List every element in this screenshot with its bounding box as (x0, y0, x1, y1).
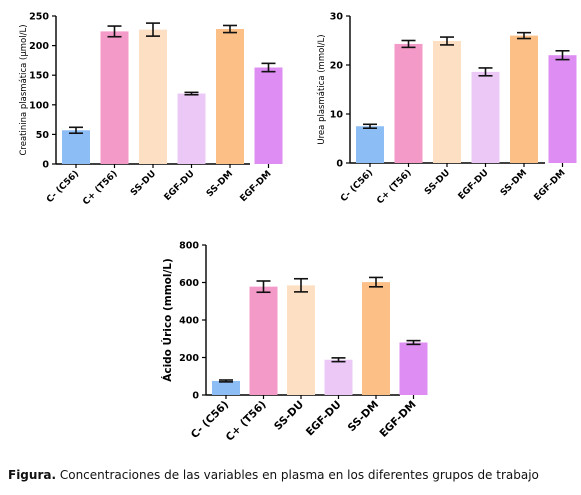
bar (249, 286, 278, 395)
bar (324, 359, 353, 395)
x-tick-label: C+ (T56) (375, 168, 413, 206)
y-tick-label: 150 (29, 71, 49, 82)
bar (62, 130, 90, 164)
y-tick-label: 0 (336, 159, 343, 170)
error-bar (517, 31, 531, 40)
error-bar (401, 39, 416, 49)
bar (100, 31, 129, 165)
x-tick-label: SS-DU (423, 168, 452, 197)
error-bar (184, 91, 199, 96)
x-tick-label: SS-DM (346, 399, 381, 434)
error-bar (406, 339, 421, 346)
x-tick-label: EGF-DU (163, 169, 197, 203)
bar (139, 29, 167, 165)
x-tick-label: SS-DM (499, 168, 529, 198)
error-bar (219, 379, 233, 383)
y-axis-label: Ácido Úrico (mmol/L) (161, 258, 174, 382)
x-tick-label: C- (C56) (339, 168, 375, 204)
y-tick-label: 10 (330, 110, 344, 121)
y-tick-label: 100 (29, 100, 49, 111)
bar (548, 55, 577, 164)
x-tick-label: EGF-DM (377, 399, 418, 440)
x-tick-label: SS-DU (272, 399, 306, 433)
error-bar (146, 22, 160, 37)
error-bar (261, 62, 276, 73)
y-tick-label: 800 (179, 241, 199, 252)
y-tick-label: 0 (192, 391, 199, 402)
y-tick-label: 250 (29, 12, 49, 23)
bar (433, 40, 461, 163)
bar (356, 126, 384, 163)
y-tick-label: 30 (330, 12, 344, 23)
figure-caption: Figura. Concentraciones de las variables… (8, 468, 578, 482)
y-tick-label: 400 (179, 316, 199, 327)
error-bar (363, 123, 377, 130)
y-tick-label: 50 (36, 130, 50, 141)
y-axis-label: Urea plasmática (mmol/L) (317, 34, 327, 144)
bar (471, 71, 500, 163)
error-bar (555, 49, 570, 61)
error-bar (478, 67, 493, 77)
bar (254, 67, 283, 164)
error-bar (223, 24, 237, 34)
caption-label: Figura. (8, 468, 57, 482)
error-bar (294, 277, 308, 293)
chart-2: 0 10 20 30 Urea plasmática (mmol/L) C- (C56) C… (317, 12, 577, 206)
y-tick-label: 20 (330, 61, 344, 72)
bar (287, 285, 315, 395)
error-bar (107, 25, 122, 38)
error-bar (369, 276, 383, 288)
error-bar (440, 36, 454, 46)
y-tick-label: 200 (29, 41, 49, 52)
y-tick-label: 600 (179, 278, 199, 289)
x-tick-label: SS-DU (129, 169, 158, 198)
x-tick-label: C+ (T56) (224, 399, 269, 444)
x-tick-label: C- (C56) (45, 169, 81, 205)
x-tick-label: EGF-DU (457, 168, 491, 202)
error-bar (331, 357, 346, 363)
x-tick-label: SS-DM (205, 169, 235, 199)
y-tick-label: 200 (179, 353, 199, 364)
error-bar (69, 126, 83, 135)
bar (177, 93, 206, 164)
bar (394, 43, 423, 163)
bar (362, 282, 390, 395)
x-tick-label: C+ (T56) (81, 169, 119, 207)
error-bar (256, 280, 271, 294)
caption-text: Concentraciones de las variables en plas… (56, 468, 539, 482)
bar (216, 29, 244, 164)
x-tick-label: EGF-DM (239, 169, 274, 204)
bar (510, 35, 538, 163)
bar (212, 380, 240, 395)
bar (399, 342, 428, 395)
y-axis-label: Creatinina plasmática (µmol/L) (19, 24, 29, 155)
y-tick-label: 0 (42, 160, 49, 171)
x-tick-label: EGF-DU (304, 399, 344, 439)
x-tick-label: EGF-DM (533, 168, 568, 203)
